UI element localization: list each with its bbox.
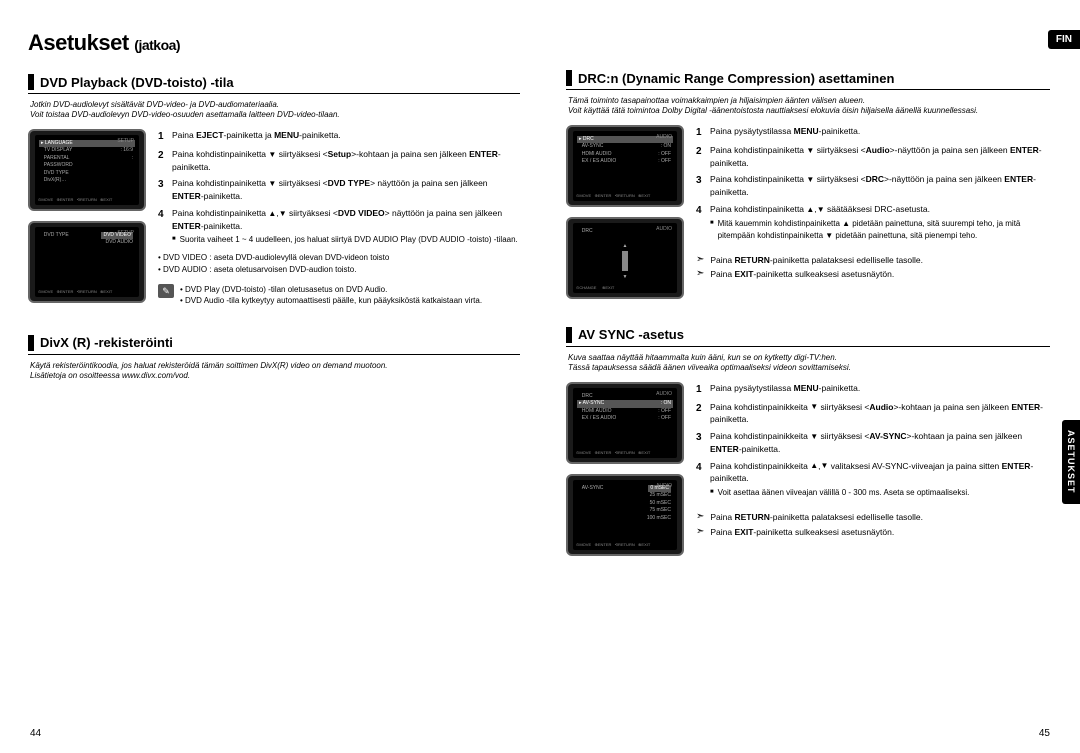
step-number: 3 (696, 430, 710, 456)
step-number: 1 (696, 382, 710, 397)
heading-bar-icon (566, 327, 572, 343)
intro-line: Jotkin DVD-audiolevyt sisältävät DVD-vid… (30, 100, 520, 110)
intro-line: Kuva saattaa näyttää hitaammalta kuin ää… (568, 353, 1050, 363)
intro-line: Käytä rekisteröintikoodia, jos haluat re… (30, 361, 520, 371)
tv-screenshot: AUDIO AV-SYNC0 mSEC 25 mSEC 50 mSEC 75 m… (566, 474, 684, 556)
arrow-icon: ➣ (696, 511, 704, 524)
step-subnote: Voit asettaa äänen viiveajan välillä 0 -… (710, 487, 1050, 499)
page-number-left: 44 (30, 728, 41, 739)
tv-screenshot: AUDIO ▸ DRC AV-SYNC: ON HDMI AUDIO: OFF … (566, 125, 684, 207)
step-number: 3 (696, 173, 710, 199)
heading-bar-icon (566, 70, 572, 86)
note-icon: ✎ (158, 284, 174, 298)
step-text: Paina kohdistinpainikkeita ▼ siirtyäkses… (710, 401, 1050, 427)
side-tab: ASETUKSET (1062, 420, 1080, 504)
note-line: • DVD Audio -tila kytkeytyy automaattise… (180, 295, 482, 306)
bullet-item: DVD AUDIO : aseta oletusarvoisen DVD-aud… (158, 264, 520, 276)
tv-screenshot: SETUP DVD TYPEDVD VIDEO DVD AUDIO ⊙MOVE … (28, 221, 146, 303)
arrow-icon: ➣ (696, 268, 704, 281)
return-note: Paina RETURN-painiketta palataksesi edel… (710, 511, 923, 524)
step-number: 2 (696, 401, 710, 427)
step-number: 3 (158, 177, 172, 203)
step-text: Paina kohdistinpainiketta ▼ siirtyäksesi… (710, 173, 1050, 199)
section-heading-divx: DivX (R) -rekisteröinti (28, 335, 520, 355)
section-intro: Tämä toiminto tasapainottaa voimakkaimpi… (566, 96, 1050, 117)
note-line: • DVD Play (DVD-toisto) -tilan oletusase… (180, 284, 482, 295)
return-note: Paina RETURN-painiketta palataksesi edel… (710, 254, 923, 267)
page-title: Asetukset (jatkoa) (28, 30, 520, 56)
step-number: 1 (696, 125, 710, 140)
arrow-icon: ➣ (696, 526, 704, 539)
heading-text: AV SYNC -asetus (578, 327, 684, 342)
page-title-main: Asetukset (28, 30, 129, 55)
step-text: Paina EJECT-painiketta ja MENU-painikett… (172, 129, 520, 144)
step-text: Paina pysäytystilassa MENU-painiketta. (710, 125, 1050, 140)
step-subnote: Mitä kauemmin kohdistinpainiketta ▲ pide… (710, 218, 1050, 242)
intro-line: Lisätietoja on osoitteessa www.divx.com/… (30, 371, 520, 381)
section-heading-dvd-playback: DVD Playback (DVD-toisto) -tila (28, 74, 520, 94)
section-intro: Kuva saattaa näyttää hitaammalta kuin ää… (566, 353, 1050, 374)
bullet-list: DVD VIDEO : aseta DVD-audiolevyllä oleva… (158, 252, 520, 276)
step-number: 2 (158, 148, 172, 174)
step-subnote: Suorita vaiheet 1 ~ 4 uudelleen, jos hal… (172, 234, 520, 246)
section-intro: Käytä rekisteröintikoodia, jos haluat re… (28, 361, 520, 382)
page-number-right: 45 (1039, 728, 1050, 739)
heading-bar-icon (28, 335, 34, 351)
language-tab: FIN (1048, 30, 1080, 49)
step-number: 4 (158, 207, 172, 247)
note-box: ✎ • DVD Play (DVD-toisto) -tilan oletusa… (158, 284, 520, 306)
tv-screenshot: AUDIO DRC ▲▼ ⊙CHANGE ⊗EXIT (566, 217, 684, 299)
intro-line: Voit toistaa DVD-audiolevyn DVD-video-os… (30, 110, 520, 120)
heading-bar-icon (28, 74, 34, 90)
step-text: Paina kohdistinpainiketta ▼ siirtyäksesi… (172, 177, 520, 203)
arrow-icon: ➣ (696, 254, 704, 267)
step-number: 1 (158, 129, 172, 144)
step-text: Paina kohdistinpainiketta ▼ siirtyäksesi… (710, 144, 1050, 170)
step-number: 2 (696, 144, 710, 170)
step-text: Paina kohdistinpainikkeita ▼ siirtyäkses… (710, 430, 1050, 456)
step-text: Paina pysäytystilassa MENU-painiketta. (710, 382, 1050, 397)
page-title-sub: (jatkoa) (134, 37, 180, 53)
intro-line: Tässä tapauksessa säädä äänen viiveaika … (568, 363, 1050, 373)
step-text: Paina kohdistinpainiketta ▲,▼ säätääkses… (710, 203, 1050, 242)
section-heading-drc: DRC:n (Dynamic Range Compression) asetta… (566, 70, 1050, 90)
step-text: Paina kohdistinpainiketta ▼ siirtyäksesi… (172, 148, 520, 174)
intro-line: Voit käyttää tätä toimintoa Dolby Digita… (568, 106, 1050, 116)
step-number: 4 (696, 203, 710, 242)
intro-line: Tämä toiminto tasapainottaa voimakkaimpi… (568, 96, 1050, 106)
heading-text: DivX (R) -rekisteröinti (40, 335, 173, 350)
bullet-item: DVD VIDEO : aseta DVD-audiolevyllä oleva… (158, 252, 520, 264)
section-intro: Jotkin DVD-audiolevyt sisältävät DVD-vid… (28, 100, 520, 121)
tv-screenshot: AUDIO DRC ▸ AV-SYNC: ON HDMI AUDIO: OFF … (566, 382, 684, 464)
step-text: Paina kohdistinpainiketta ▲,▼ siirtyäkse… (172, 207, 520, 247)
exit-note: Paina EXIT-painiketta sulkeaksesi asetus… (710, 526, 894, 539)
exit-note: Paina EXIT-painiketta sulkeaksesi asetus… (710, 268, 894, 281)
section-heading-avsync: AV SYNC -asetus (566, 327, 1050, 347)
heading-text: DRC:n (Dynamic Range Compression) asetta… (578, 71, 894, 86)
tv-screenshot: SETUP ▸ LANGUAGE TV DISPLAY: 16:9 PARENT… (28, 129, 146, 211)
heading-text: DVD Playback (DVD-toisto) -tila (40, 75, 234, 90)
step-text: Paina kohdistinpainikkeita ▲,▼ valitakse… (710, 460, 1050, 500)
step-number: 4 (696, 460, 710, 500)
